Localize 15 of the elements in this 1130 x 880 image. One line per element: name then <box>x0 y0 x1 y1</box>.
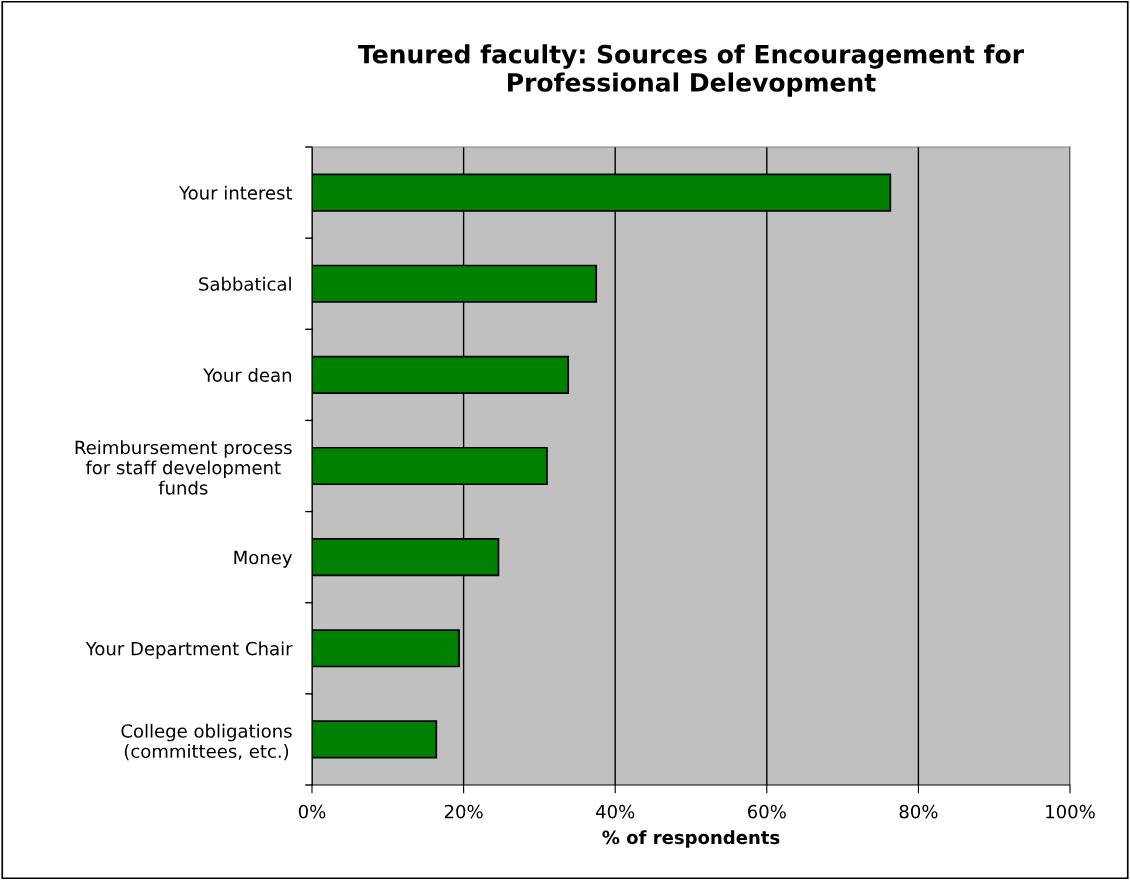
x-tick-label: 80% <box>899 804 938 819</box>
y-tick-label: Sabbatical <box>199 276 291 291</box>
y-tick-label: Reimbursement process for staff development funds <box>75 440 292 495</box>
x-axis-title: % of respondents <box>602 830 780 848</box>
y-tick-label: College obligations (committees, etc.) <box>121 723 292 761</box>
y-tick-label: Your interest <box>178 185 293 200</box>
x-tick-label: 40% <box>596 804 635 819</box>
y-tick-label: Money <box>234 550 293 568</box>
x-tick-label: 60% <box>748 804 786 819</box>
y-tick-label: Your Department Chair <box>85 641 293 659</box>
y-tick-label: Your dean <box>203 368 292 382</box>
x-tick-label: 20% <box>444 804 483 819</box>
chart-title: Tenured faculty: Sources of Encouragement for Professional Delevopment <box>358 44 1024 97</box>
x-tick-label: 0% <box>298 804 326 819</box>
x-tick-label: 100% <box>1046 804 1095 819</box>
